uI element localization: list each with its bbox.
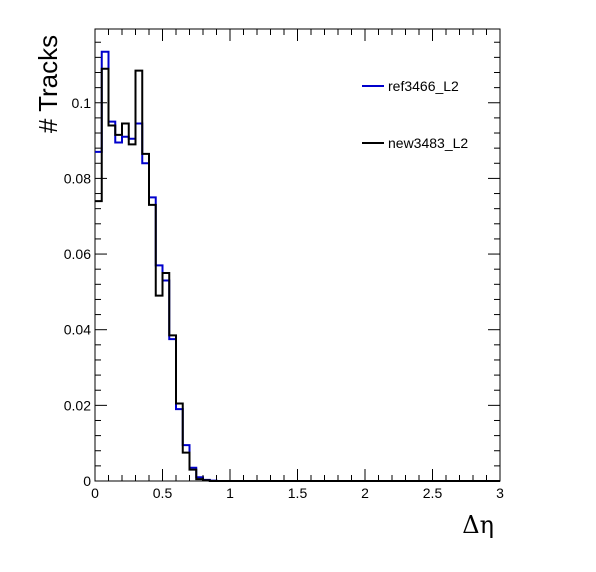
x-tick-label: 3 — [496, 485, 504, 501]
x-tick-label: 2.5 — [423, 485, 443, 501]
axis-ticks — [94, 29, 501, 482]
x-tick-label: 0.5 — [153, 485, 173, 501]
y-tick-label: 0 — [83, 473, 91, 489]
x-tick-label: 1 — [226, 485, 234, 501]
y-tick-label: 0.1 — [72, 95, 92, 111]
x-tick-label: 1.5 — [288, 485, 308, 501]
y-tick-label: 0.04 — [64, 322, 91, 338]
y-tick-label: 0.08 — [64, 170, 91, 186]
series-line-new3483_L2 — [95, 67, 500, 482]
x-tick-label: 2 — [361, 485, 369, 501]
y-axis-title: # Tracks — [33, 35, 63, 133]
legend-box — [356, 65, 488, 170]
y-tick-label: 0.06 — [64, 246, 91, 262]
legend-label-new: new3483_L2 — [388, 135, 468, 151]
x-tick-label: 0 — [91, 485, 99, 501]
legend-label-ref: ref3466_L2 — [388, 78, 459, 94]
tick-labels: 0 0.5 1 1.5 2 2.5 3 0 0.02 0.04 0.06 0.08 0.1 — [64, 95, 504, 501]
histogram-series-layer — [95, 50, 500, 482]
x-axis-title: Δη — [462, 511, 494, 539]
legend: ref3466_L2 new3483_L2 — [356, 65, 488, 170]
y-tick-label: 0.02 — [64, 397, 91, 413]
